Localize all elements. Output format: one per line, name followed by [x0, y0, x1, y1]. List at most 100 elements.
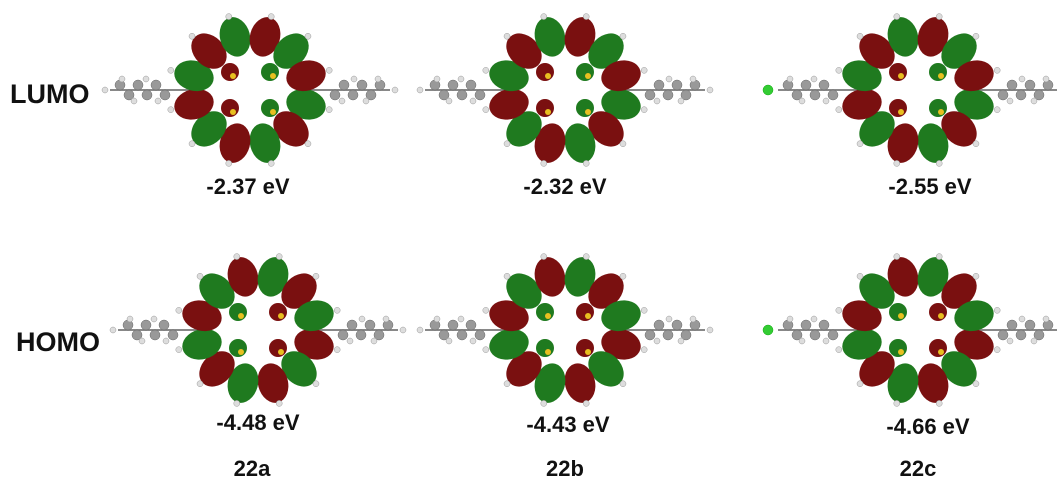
hydrogen [433, 315, 441, 323]
hydrogen [893, 400, 901, 407]
orbital-lobe [286, 60, 326, 92]
orbital-lobe [564, 17, 596, 57]
atom [356, 79, 368, 91]
hydrogen [304, 140, 312, 147]
hydrogen [540, 13, 548, 20]
hydrogen [640, 67, 648, 74]
orbital-lobe [257, 363, 289, 403]
orbital-lobe [221, 99, 239, 117]
hydrogen [810, 75, 818, 83]
hydrogen [822, 337, 830, 345]
hydrogen [640, 307, 648, 314]
atom [809, 89, 821, 101]
orbital-lobe [941, 273, 977, 309]
energy-label: -2.32 eV [523, 174, 606, 199]
atom [141, 89, 153, 101]
orbital-lobe [506, 351, 542, 387]
orbital-lobe [182, 300, 222, 332]
hydrogen [482, 307, 490, 314]
hydrogen [1042, 315, 1050, 323]
atom [545, 349, 551, 355]
orbital-lobe [889, 339, 907, 357]
hydrogen [640, 346, 648, 353]
hydrogen [233, 400, 241, 407]
hydrogen [433, 75, 441, 83]
orbital-lobe [588, 273, 624, 309]
orbital-lobe [941, 33, 977, 69]
hydrogen [469, 97, 477, 105]
orbital-lobe [257, 257, 289, 297]
hydrogen [935, 253, 943, 260]
atom [644, 89, 656, 101]
orbital-lobe [294, 328, 334, 360]
atom [653, 319, 665, 331]
orbital-lobe [534, 363, 566, 403]
hydrogen [167, 106, 175, 113]
orbital-lobe [182, 328, 222, 360]
hydrogen [333, 307, 341, 314]
hydrogen [416, 86, 424, 94]
orbital-lobe [941, 111, 977, 147]
hydrogen [325, 106, 333, 113]
orbital-lobe [929, 63, 947, 81]
hydrogen [188, 33, 196, 40]
atom [132, 79, 144, 91]
hydrogen [370, 337, 378, 345]
orbital-lobe [954, 60, 994, 92]
hydrogen [1030, 97, 1038, 105]
energy-label: -2.55 eV [888, 174, 971, 199]
atom [230, 73, 236, 79]
hydrogen [653, 337, 661, 345]
hydrogen [338, 97, 346, 105]
orbital-lobe [887, 17, 919, 57]
hydrogen [346, 337, 354, 345]
hydrogen [856, 33, 864, 40]
atom [149, 329, 161, 341]
atom [800, 79, 812, 91]
atom [338, 79, 350, 91]
hydrogen [267, 160, 275, 167]
hydrogen [665, 315, 673, 323]
atom [791, 329, 803, 341]
compound-label: 22a [234, 456, 271, 481]
energy-label: -4.43 eV [526, 412, 609, 437]
atom [447, 79, 459, 91]
atom [465, 79, 477, 91]
atom [167, 329, 179, 341]
atom [278, 349, 284, 355]
hydrogen [786, 75, 794, 83]
orbital-lobe [227, 257, 259, 297]
orbital-lobe [294, 300, 334, 332]
hydrogen [619, 380, 627, 387]
atom [158, 319, 170, 331]
hydrogen [835, 67, 843, 74]
orbital-lobe [859, 351, 895, 387]
orbital-lobe [249, 17, 281, 57]
atom [131, 329, 143, 341]
hydrogen [582, 400, 590, 407]
hydrogen [445, 337, 453, 345]
atom [898, 109, 904, 115]
orbital-lobe [917, 363, 949, 403]
atom [474, 329, 486, 341]
orbital-lobe [536, 99, 554, 117]
atom [680, 89, 692, 101]
hydrogen [540, 160, 548, 167]
orbital-lobe [859, 33, 895, 69]
hydrogen [196, 380, 204, 387]
atom [438, 89, 450, 101]
hydrogen [1018, 315, 1026, 323]
atom [585, 313, 591, 319]
atom [373, 329, 385, 341]
orbital-lobe [191, 33, 227, 69]
orbital-lobe [601, 60, 641, 92]
hydrogen [935, 400, 943, 407]
hydrogen [109, 326, 117, 334]
atom [662, 89, 674, 101]
hydrogen [304, 33, 312, 40]
hydrogen [312, 380, 320, 387]
orbital-lobe [534, 123, 566, 163]
hydrogen [1018, 75, 1026, 83]
orbital-lobe [601, 328, 641, 360]
atom [456, 89, 468, 101]
